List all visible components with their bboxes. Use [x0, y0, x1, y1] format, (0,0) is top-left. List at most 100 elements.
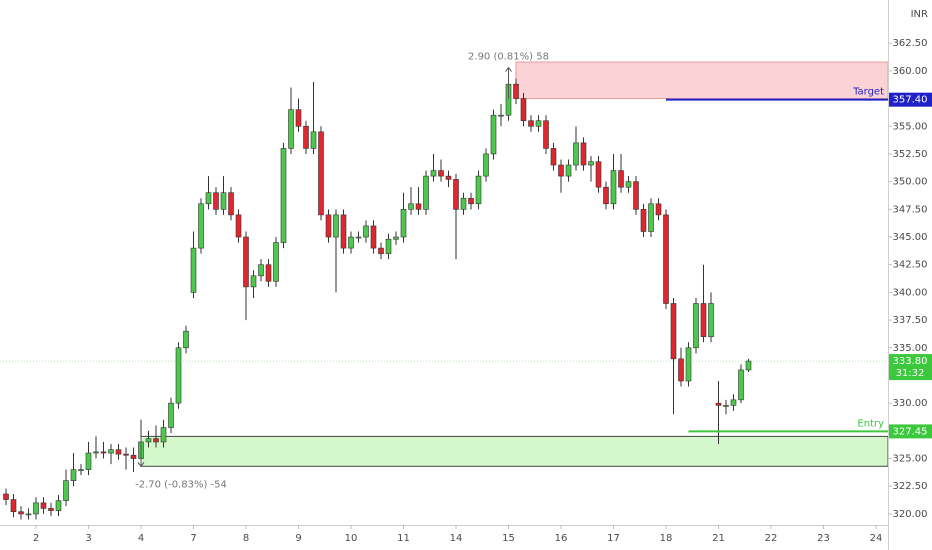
y-tick-label: 342.50	[893, 260, 928, 271]
candle-body	[543, 120, 549, 149]
x-tick-label: 3	[85, 533, 91, 544]
candle-body	[48, 508, 54, 511]
level-price-label: 357.40	[893, 95, 928, 106]
candle-body	[640, 209, 647, 232]
candle-body	[190, 247, 197, 293]
candle-body	[213, 192, 219, 210]
candle-body	[408, 203, 414, 210]
candle-body	[273, 242, 279, 282]
level-price-box	[889, 92, 932, 107]
candle-body	[243, 236, 249, 288]
candle-body	[205, 192, 212, 205]
candle-body	[738, 369, 744, 401]
candle-body	[528, 120, 534, 127]
y-tick-label: 360.00	[893, 66, 928, 77]
y-tick-label: 355.00	[893, 121, 928, 132]
level-name: Entry	[857, 418, 884, 429]
candle-body	[393, 236, 399, 240]
x-tick-label: 11	[397, 533, 410, 544]
candle-body	[145, 438, 152, 443]
x-tick-label: 7	[190, 533, 196, 544]
candle-body	[160, 427, 167, 443]
last-price-box	[889, 354, 932, 381]
candle-body	[708, 303, 714, 338]
candle-body	[460, 197, 467, 210]
candle-body	[663, 214, 669, 304]
candle-body	[78, 469, 84, 471]
candle-body	[730, 399, 737, 406]
x-tick-label: 22	[765, 533, 778, 544]
candle-body	[385, 238, 392, 254]
candle-body	[430, 170, 437, 177]
candle-body	[108, 449, 114, 454]
countdown-label: 31:32	[896, 368, 925, 379]
candle-body	[310, 131, 317, 149]
candle-body	[490, 114, 497, 155]
candle-body	[378, 247, 384, 254]
candle-body	[513, 83, 519, 99]
candle-body	[33, 502, 39, 515]
candle-body	[363, 225, 369, 238]
candle-body	[483, 153, 489, 177]
candle-body	[258, 264, 264, 277]
x-tick-label: 14	[450, 533, 463, 544]
candle-body	[115, 449, 122, 455]
candle-body	[340, 214, 347, 249]
y-tick-label: 340.00	[893, 287, 928, 298]
currency: INR	[911, 9, 928, 20]
candle-body	[400, 209, 407, 238]
level-price-box	[889, 424, 932, 439]
candle-body	[370, 225, 377, 249]
x-tick-label: 9	[295, 533, 301, 544]
candle-body	[588, 161, 594, 166]
zone	[515, 61, 889, 100]
candle-body	[573, 142, 579, 166]
y-tick-label: 350.00	[893, 177, 928, 188]
candle-body	[18, 511, 24, 515]
candle-body	[415, 203, 422, 210]
y-tick-label: 347.50	[893, 204, 928, 215]
candle-body	[655, 203, 662, 216]
candle-body	[648, 203, 654, 232]
candle-body	[535, 120, 542, 127]
candle-body	[625, 181, 632, 188]
level-price-label: 327.45	[893, 426, 928, 437]
last-price-label: 333.80	[893, 356, 928, 367]
candle-body	[685, 347, 692, 382]
candle-body	[700, 303, 707, 338]
candle-body	[670, 303, 677, 360]
y-tick-label: 352.50	[893, 149, 928, 160]
candle-body	[498, 114, 504, 117]
candle-body	[295, 109, 302, 127]
candle-body	[235, 214, 242, 238]
candle-body	[475, 175, 482, 205]
candle-body	[288, 109, 294, 149]
candle-body	[325, 214, 332, 238]
candle-body	[678, 358, 684, 382]
candle-body	[25, 513, 32, 516]
candle-body	[580, 142, 587, 166]
candle-body	[423, 175, 429, 210]
candle-body	[265, 264, 272, 282]
candle-body	[723, 405, 729, 407]
candle-body	[550, 148, 557, 166]
candle-body	[93, 451, 99, 454]
y-tick-label: 322.50	[893, 481, 928, 492]
candle-body	[10, 499, 17, 513]
y-tick-label: 345.00	[893, 232, 928, 243]
x-tick-label: 2	[33, 533, 39, 544]
candle-body	[603, 186, 609, 205]
y-tick-label: 325.00	[893, 454, 928, 465]
candle-body	[228, 192, 234, 216]
y-tick-label: 320.00	[893, 509, 928, 520]
candle-body	[348, 236, 354, 249]
x-tick-label: 15	[502, 533, 515, 544]
level-name: Target	[852, 87, 884, 98]
x-tick-label: 8	[243, 533, 249, 544]
candle-body	[355, 236, 362, 239]
candle-body	[175, 347, 182, 404]
x-tick-label: 10	[345, 533, 358, 544]
x-tick-label: 18	[660, 533, 673, 544]
x-tick-label: 17	[607, 533, 620, 544]
